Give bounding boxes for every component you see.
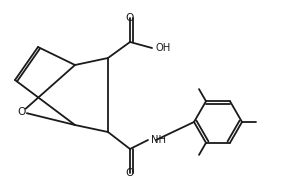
- Text: O: O: [126, 13, 134, 23]
- Text: NH: NH: [151, 135, 166, 145]
- Text: OH: OH: [155, 43, 170, 53]
- Text: O: O: [126, 168, 134, 178]
- Text: O: O: [18, 107, 26, 117]
